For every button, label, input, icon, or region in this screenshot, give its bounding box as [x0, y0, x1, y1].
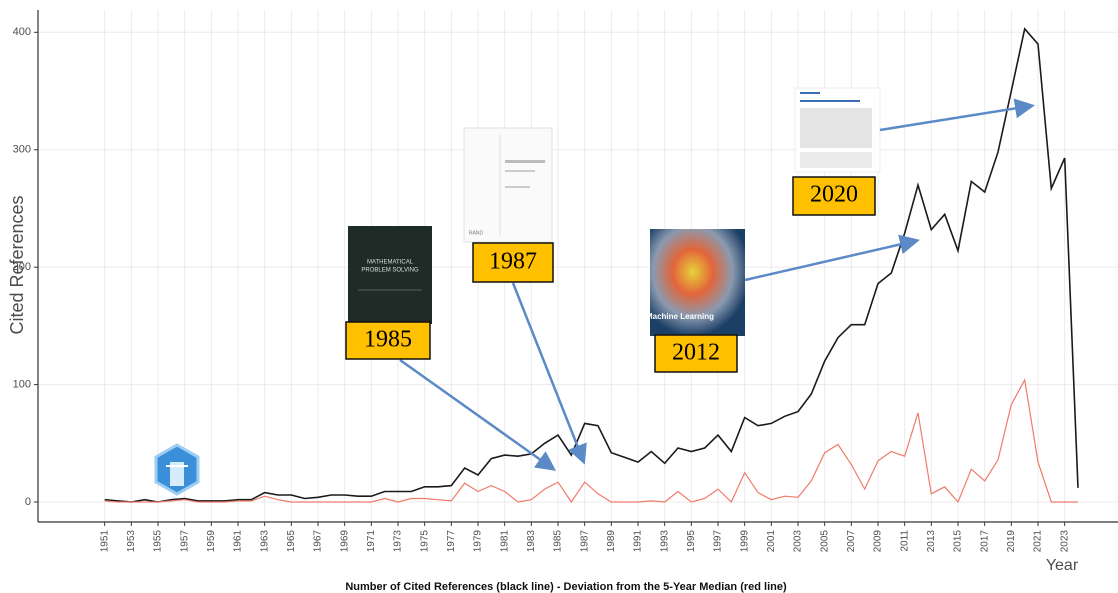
x-tick-label: 1951 [99, 530, 110, 553]
x-tick-label: 1991 [633, 530, 644, 553]
logo [154, 443, 200, 496]
x-tick-label: 1993 [659, 530, 670, 553]
annotation-text: 1985 [364, 327, 412, 353]
annotation: 2020 [792, 176, 876, 216]
book-text: PROBLEM SOLVING [361, 268, 419, 274]
x-tick-label: 1965 [286, 530, 297, 553]
x-tick-label: 2013 [926, 530, 937, 553]
x-tick-label: 2009 [873, 530, 884, 553]
x-tick-label: 1979 [473, 530, 484, 553]
x-tick-label: 1981 [499, 530, 510, 553]
x-tick-label: 1957 [179, 530, 190, 553]
x-tick-label: 2017 [979, 530, 990, 553]
x-tick-label: 1963 [259, 530, 270, 553]
x-tick-label: 1971 [366, 530, 377, 553]
plot-area [104, 27, 1079, 504]
x-tick-label: 1955 [153, 530, 164, 553]
x-tick-label: 1997 [713, 530, 724, 553]
x-tick-label: 2023 [1059, 530, 1070, 553]
x-tick-label: 2003 [793, 530, 804, 553]
book-text: Machine Learning [646, 312, 714, 321]
x-tick-label: 1989 [606, 530, 617, 553]
y-tick-label: 300 [13, 144, 31, 156]
x-tick-label: 2007 [846, 530, 857, 553]
x-tick-label: 1953 [126, 530, 137, 553]
x-tick-label: 2001 [766, 530, 777, 553]
x-tick-label: 1985 [553, 530, 564, 553]
y-tick-label: 400 [13, 26, 31, 38]
x-tick-label: 1959 [206, 530, 217, 553]
x-tick-label: 1967 [313, 530, 324, 553]
x-tick-label: 1987 [579, 530, 590, 553]
x-tick-label: 2021 [1033, 530, 1044, 553]
book-cover: MATHEMATICAL PROBLEM SOLVING [348, 226, 432, 324]
x-tick-label: 2005 [819, 530, 830, 553]
x-tick-label: 1973 [393, 530, 404, 553]
annotation-text: 2012 [672, 340, 720, 366]
book-text: MATHEMATICAL [367, 260, 414, 266]
y-tick-label: 100 [13, 379, 31, 391]
x-tick-label: 1995 [686, 530, 697, 553]
annotation: 1985 [345, 321, 431, 360]
data-line [104, 27, 1079, 503]
data-line [104, 378, 1078, 504]
caption: Number of Cited References (black line) … [345, 581, 787, 593]
y-tick-label: 0 [25, 496, 31, 508]
x-tick-label: 1975 [419, 530, 430, 553]
y-tick-label: 200 [13, 261, 31, 273]
grid: 0 100 200 300 400 1951 1953 1955 1957 1959 1961 196… [13, 10, 1118, 552]
x-tick-label: 1969 [339, 530, 350, 553]
annotation: 2012 [654, 334, 738, 373]
x-tick-label: 2019 [1006, 530, 1017, 553]
book-cover: Machine Learning [646, 229, 745, 336]
annotation-text: 2020 [810, 182, 858, 208]
annotation-text: 1987 [489, 249, 537, 275]
x-tick-label: 1983 [526, 530, 537, 553]
x-tick-label: 2015 [953, 530, 964, 553]
arrows [399, 98, 1035, 471]
x-tick-label: 1977 [446, 530, 457, 553]
paper-thumbnail [794, 87, 881, 173]
x-tick-label: 1961 [233, 530, 244, 553]
book-text: RAND [469, 230, 484, 236]
x-tick-label: 2011 [899, 530, 910, 552]
y-axis-label: Cited References [7, 195, 27, 334]
book-cover: RAND [463, 127, 553, 243]
x-tick-label: 1999 [739, 530, 750, 553]
annotation: 1987 [472, 242, 554, 283]
x-axis-label: Year [1046, 557, 1079, 574]
